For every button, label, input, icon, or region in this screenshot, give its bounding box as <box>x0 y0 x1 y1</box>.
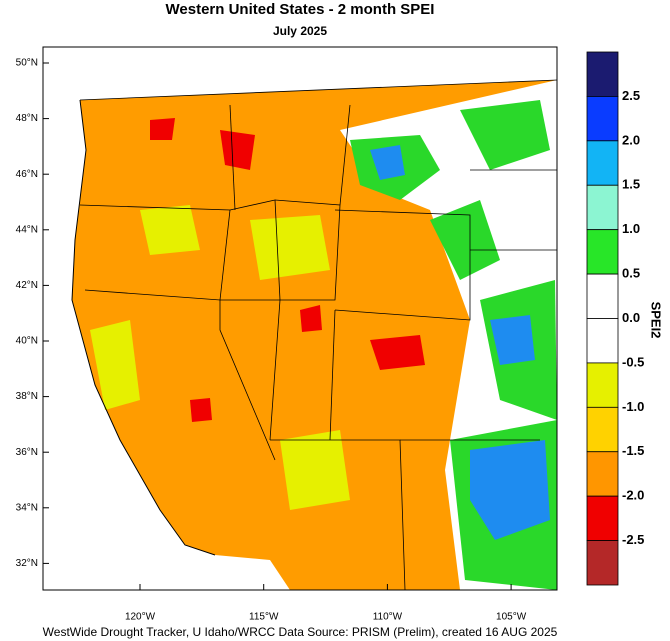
colorbar-label: 0.0 <box>622 310 640 325</box>
colorbar-label: -1.5 <box>622 443 644 458</box>
lat-label: 34°N <box>16 502 38 513</box>
very-wet-areas <box>370 145 550 540</box>
map <box>42 46 558 591</box>
lat-label: 40°N <box>16 336 38 347</box>
lat-label: 32°N <box>16 558 38 569</box>
colorbar-swatch <box>586 362 619 408</box>
lat-label: 42°N <box>16 280 38 291</box>
latitude-axis: 50°N 48°N 46°N 44°N 42°N 40°N 38°N 36°N 34°N 32°N <box>16 58 49 569</box>
colorbar-swatch <box>586 406 619 453</box>
lat-label: 38°N <box>16 391 38 402</box>
colorbar-title: SPEI2 <box>649 302 664 339</box>
subtitle: July 2025 <box>273 24 327 38</box>
lon-label: 105°W <box>496 612 527 623</box>
lat-label: 48°N <box>16 113 38 124</box>
lat-label: 36°N <box>16 447 38 458</box>
title: Western United States - 2 month SPEI <box>166 1 435 18</box>
colorbar-label: 2.5 <box>622 88 640 103</box>
colorbar-label: -1.0 <box>622 399 644 414</box>
colorbar-label: -0.5 <box>622 354 644 369</box>
lon-label: 110°W <box>373 612 403 623</box>
colorbar-swatch <box>586 451 619 497</box>
colorbar-swatch <box>586 318 619 364</box>
colorbar-label: 1.0 <box>622 221 640 236</box>
colorbar-swatch <box>586 96 619 142</box>
colorbar-swatch <box>586 51 619 97</box>
colorbar-swatch <box>586 273 619 319</box>
colorbar-swatch <box>586 495 619 541</box>
colorbar-swatch <box>586 140 619 186</box>
longitude-axis: 120°W 115°W 110°W 105°W <box>125 584 527 623</box>
colorbar-label: 2.0 <box>622 132 640 147</box>
extreme-dry-areas <box>150 118 425 422</box>
lat-label: 46°N <box>16 169 38 180</box>
colorbar-swatch <box>586 540 619 586</box>
lon-label: 115°W <box>249 612 279 623</box>
lat-label: 50°N <box>16 58 38 69</box>
colorbar-label: 0.5 <box>622 266 640 281</box>
colorbar-label: -2.5 <box>622 532 644 547</box>
colorbar-label: 1.5 <box>622 177 640 192</box>
lat-label: 44°N <box>16 224 38 235</box>
coastline <box>71 99 216 556</box>
lon-label: 120°W <box>125 612 156 623</box>
colorbar-swatch <box>586 229 619 275</box>
colorbar-label: -2.0 <box>622 488 644 503</box>
colorbar-swatch <box>586 184 619 231</box>
footer: WestWide Drought Tracker, U Idaho/WRCC D… <box>43 625 558 639</box>
mild-areas <box>90 205 350 510</box>
colorbar: 2.5 2.0 1.5 1.0 0.5 0.0 -0.5 -1.0 -1.5 -2.0 -2.5 <box>586 51 644 586</box>
map-frame <box>42 46 558 591</box>
borders <box>79 79 558 591</box>
